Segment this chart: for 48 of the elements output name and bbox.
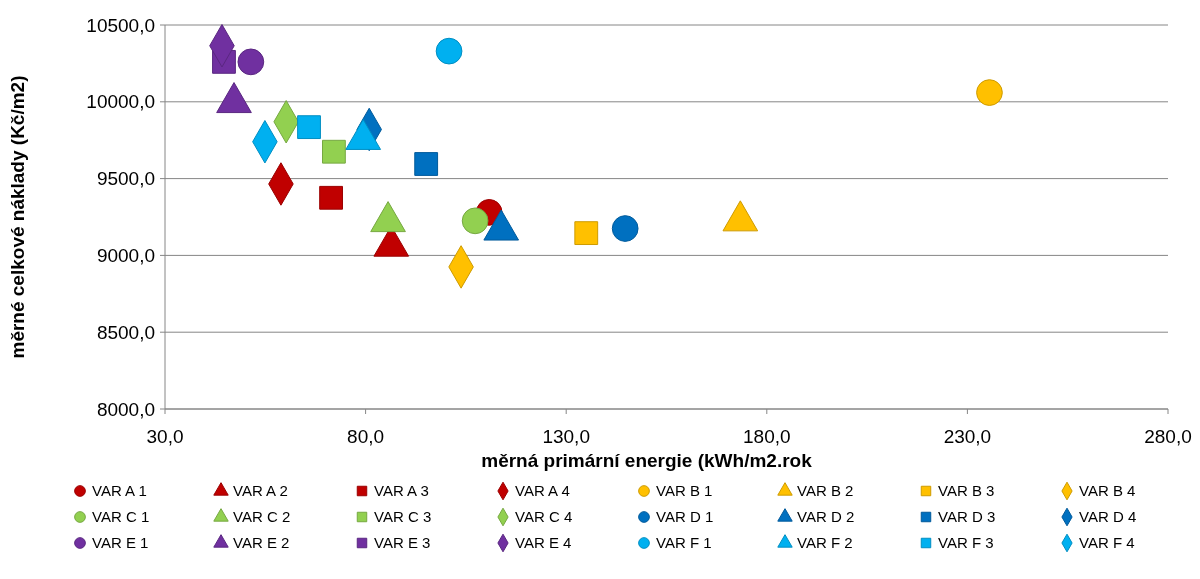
legend-label: VAR C 1 xyxy=(92,508,150,526)
legend-label: VAR A 4 xyxy=(515,482,570,500)
legend-label: VAR C 3 xyxy=(374,508,432,526)
y-tick-label: 8500,0 xyxy=(96,321,155,343)
legend-label: VAR A 2 xyxy=(233,482,288,500)
x-tick-label: 280,0 xyxy=(1144,426,1192,447)
x-tick-label: 230,0 xyxy=(943,426,992,447)
legend-label: VAR E 4 xyxy=(515,534,572,552)
legend-label: VAR E 3 xyxy=(374,534,431,552)
point xyxy=(611,215,639,242)
point xyxy=(322,139,346,164)
legend-label: VAR D 3 xyxy=(938,508,996,526)
legend-label: VAR F 1 xyxy=(656,534,712,552)
y-tick-label: 9000,0 xyxy=(96,245,155,267)
x-tick-label: 130,0 xyxy=(542,426,590,447)
y-axis-title: měrné celkové náklady (Kč/m2) xyxy=(7,75,28,359)
legend-label: VAR D 2 xyxy=(797,508,855,526)
y-tick-label: 9500,0 xyxy=(96,168,155,190)
point xyxy=(461,207,489,235)
x-axis-title: měrná primární energie (kWh/m2.rok xyxy=(481,450,813,471)
legend-label: VAR A 3 xyxy=(374,482,429,500)
legend-label: VAR B 1 xyxy=(656,482,713,500)
legend-label: VAR D 4 xyxy=(1079,508,1137,526)
legend-label: VAR E 1 xyxy=(92,534,149,552)
x-tick-label: 80,0 xyxy=(347,426,385,447)
legend-label: VAR F 4 xyxy=(1079,534,1135,552)
point xyxy=(237,48,265,76)
legend-label: VAR C 4 xyxy=(515,508,573,526)
legend-label: VAR A 1 xyxy=(92,482,147,500)
legend-label: VAR B 2 xyxy=(797,482,854,500)
point xyxy=(976,79,1003,106)
legend-label: VAR C 2 xyxy=(233,508,291,526)
legend-label: VAR B 3 xyxy=(938,482,995,500)
y-tick-label: 10000,0 xyxy=(86,91,155,113)
legend-label: VAR F 2 xyxy=(797,534,853,552)
point xyxy=(574,221,599,246)
legend-label: VAR E 2 xyxy=(233,534,290,552)
point xyxy=(435,37,463,65)
point xyxy=(297,115,321,140)
point xyxy=(319,185,343,210)
x-tick-label: 180,0 xyxy=(743,426,791,447)
x-tick-label: 30,0 xyxy=(146,426,184,447)
legend-label: VAR F 3 xyxy=(938,534,994,552)
legend-label: VAR D 1 xyxy=(656,508,714,526)
y-tick-label: 8000,0 xyxy=(96,398,155,420)
legend-label: VAR B 4 xyxy=(1079,482,1136,500)
y-tick-label: 10500,0 xyxy=(86,14,155,36)
point xyxy=(414,152,439,176)
